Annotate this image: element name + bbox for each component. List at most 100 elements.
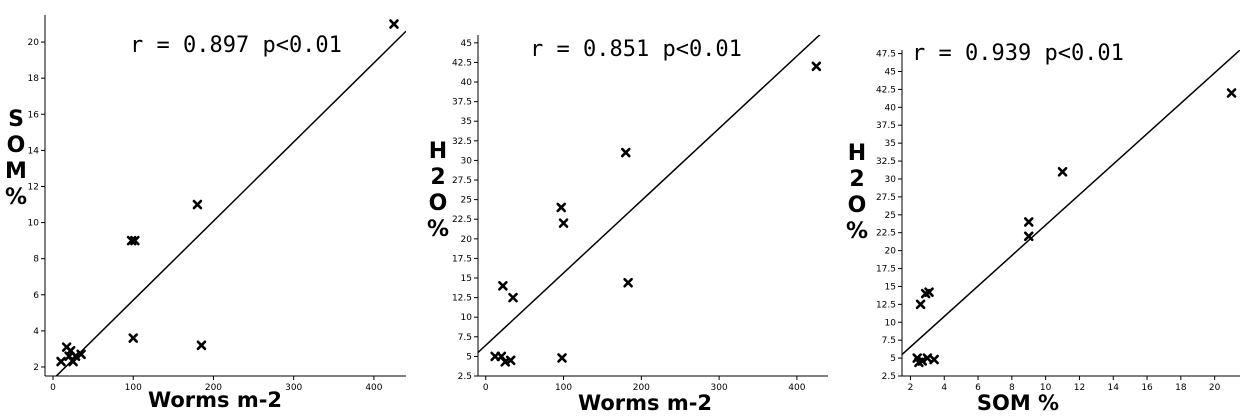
x-tick-label: 0 bbox=[50, 383, 56, 393]
data-point-marker bbox=[498, 281, 508, 291]
y-axis-label-char: H bbox=[848, 141, 866, 166]
x-tick-label: 400 bbox=[788, 383, 805, 393]
y-tick-label: 18 bbox=[28, 74, 40, 84]
y-tick-label: 10 bbox=[28, 219, 40, 229]
data-point-marker bbox=[558, 218, 569, 228]
x-axis-label: Worms m-2 bbox=[578, 391, 712, 415]
regression-line bbox=[55, 30, 406, 376]
data-point-marker bbox=[1023, 231, 1034, 242]
y-axis-label-char: 2 bbox=[430, 165, 445, 190]
x-tick-label: 18 bbox=[1175, 383, 1187, 393]
y-tick-label: 27.5 bbox=[876, 193, 896, 203]
x-axis-label: Worms m-2 bbox=[148, 388, 282, 412]
y-tick-label: 32.5 bbox=[876, 157, 896, 167]
y-axis-label-char: S bbox=[8, 107, 24, 132]
x-tick-label: 100 bbox=[125, 383, 142, 393]
x-axis-label: SOM % bbox=[977, 391, 1059, 415]
y-tick-label: 14 bbox=[28, 146, 40, 156]
y-tick-label: 22.5 bbox=[452, 215, 472, 225]
scatter-panel-worms-vs-som: 0 100 200 300 400 2 4 6 8 10 12 14 16 18 20 r = 0.897 p… bbox=[5, 15, 406, 412]
y-tick-label: 4 bbox=[33, 327, 39, 337]
y-tick-label: 45 bbox=[461, 39, 472, 49]
x-tick-label: 20 bbox=[1209, 383, 1221, 393]
x-tick-label: 10 bbox=[1040, 383, 1052, 393]
y-tick-label: 15 bbox=[885, 282, 896, 292]
x-tick-label: 8 bbox=[1009, 383, 1015, 393]
data-point-marker bbox=[623, 277, 633, 288]
x-tick-label: 200 bbox=[205, 383, 222, 393]
x-tick-label: 4 bbox=[941, 383, 947, 393]
x-tick-label: 400 bbox=[365, 383, 382, 393]
y-tick-label: 12.5 bbox=[876, 300, 896, 310]
data-point-marker bbox=[505, 355, 516, 366]
data-point-marker bbox=[917, 356, 928, 366]
y-tick-label: 25 bbox=[461, 196, 472, 206]
y-tick-label: 7.5 bbox=[458, 333, 472, 343]
y-tick-label: 25 bbox=[885, 211, 896, 221]
data-point-marker bbox=[929, 354, 939, 365]
data-point-marker bbox=[76, 349, 86, 360]
y-tick-label: 10 bbox=[885, 318, 897, 328]
y-axis-label-char: M bbox=[5, 159, 27, 184]
y-axis-label-char: % bbox=[427, 217, 449, 242]
y-tick-label: 5 bbox=[466, 352, 472, 362]
data-point-marker bbox=[1023, 217, 1034, 227]
y-tick-label: 2 bbox=[33, 363, 39, 373]
regression-line bbox=[478, 35, 821, 354]
y-tick-label: 27.5 bbox=[452, 176, 472, 186]
y-tick-label: 17.5 bbox=[452, 254, 472, 264]
data-point-marker bbox=[915, 299, 926, 310]
data-point-marker bbox=[192, 199, 203, 210]
y-tick-label: 12 bbox=[28, 182, 39, 192]
y-tick-label: 8 bbox=[33, 255, 39, 265]
x-tick-label: 2 bbox=[908, 383, 914, 393]
y-tick-label: 20 bbox=[461, 235, 473, 245]
y-tick-label: 20 bbox=[28, 38, 40, 48]
x-tick-label: 300 bbox=[711, 383, 728, 393]
x-tick-label: 12 bbox=[1074, 383, 1085, 393]
y-tick-label: 15 bbox=[461, 274, 472, 284]
y-axis-label-char: O bbox=[848, 193, 867, 218]
y-tick-label: 12.5 bbox=[452, 294, 472, 304]
y-axis-label-char: H bbox=[429, 139, 447, 164]
x-tick-label: 14 bbox=[1108, 383, 1120, 393]
data-point-marker bbox=[924, 287, 934, 297]
y-tick-label: 10 bbox=[461, 313, 473, 323]
x-tick-label: 200 bbox=[633, 383, 650, 393]
y-tick-label: 47.5 bbox=[876, 50, 896, 60]
x-tick-label: 0 bbox=[483, 383, 489, 393]
data-point-marker bbox=[508, 292, 518, 303]
correlation-annotation: r = 0.897 p<0.01 bbox=[130, 33, 342, 58]
data-point-marker bbox=[68, 356, 78, 367]
correlation-annotation: r = 0.939 p<0.01 bbox=[912, 41, 1124, 66]
y-tick-label: 40 bbox=[461, 78, 473, 88]
y-tick-label: 37.5 bbox=[452, 98, 472, 108]
correlation-annotation: r = 0.851 p<0.01 bbox=[530, 37, 742, 62]
y-tick-label: 30 bbox=[885, 175, 897, 185]
y-tick-label: 20 bbox=[885, 247, 897, 257]
y-axis-label-char: % bbox=[5, 185, 27, 210]
data-point-marker bbox=[557, 353, 567, 363]
y-tick-label: 2.5 bbox=[458, 372, 472, 382]
data-point-marker bbox=[130, 235, 140, 246]
y-tick-label: 2.5 bbox=[882, 372, 896, 382]
y-tick-label: 7.5 bbox=[882, 336, 896, 346]
data-point-marker bbox=[620, 147, 631, 158]
x-tick-label: 300 bbox=[285, 383, 302, 393]
data-point-marker bbox=[389, 19, 399, 29]
x-tick-label: 100 bbox=[555, 383, 572, 393]
data-point-marker bbox=[196, 340, 207, 351]
data-point-marker bbox=[56, 356, 66, 367]
y-tick-label: 42.5 bbox=[876, 85, 896, 95]
y-tick-label: 16 bbox=[28, 110, 40, 120]
y-tick-label: 5 bbox=[890, 354, 896, 364]
regression-line bbox=[902, 50, 1240, 356]
data-point-marker bbox=[128, 333, 139, 343]
y-tick-label: 35 bbox=[885, 139, 896, 149]
y-axis-label-char: O bbox=[429, 191, 448, 216]
x-tick-label: 16 bbox=[1141, 383, 1153, 393]
x-tick-label: 6 bbox=[975, 383, 981, 393]
scatter-panel-worms-vs-h2o: 0 100 200 300 400 2.5 5 7.5 10 12.5 15 17.5 20 22.5 25… bbox=[427, 35, 828, 415]
y-tick-label: 40 bbox=[885, 103, 897, 113]
y-axis-label-char: % bbox=[846, 219, 868, 244]
